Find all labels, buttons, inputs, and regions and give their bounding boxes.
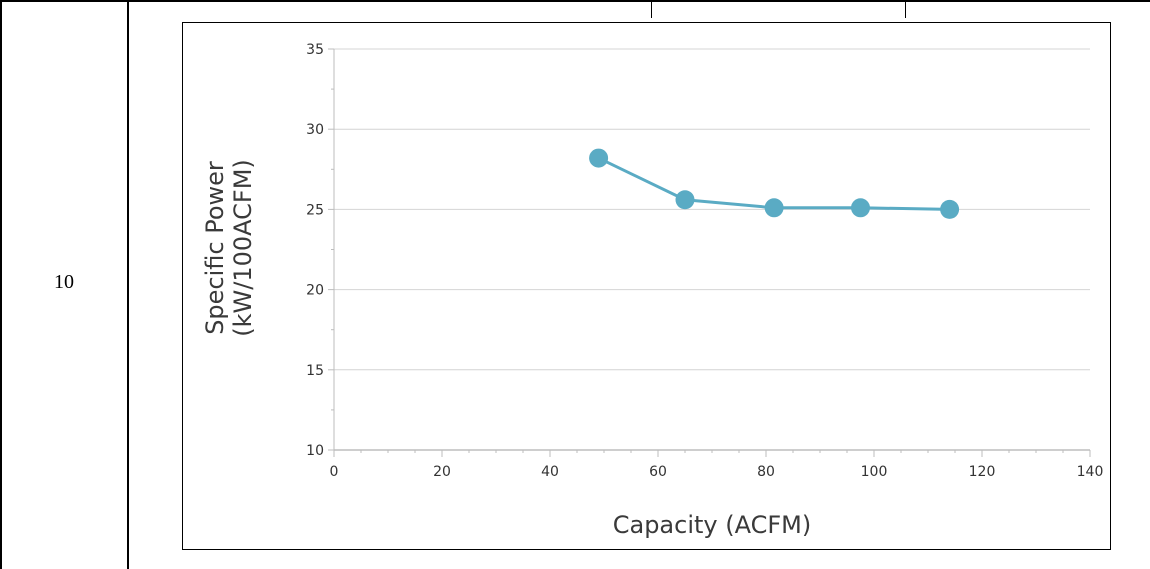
data-point: [589, 148, 609, 168]
x-tick-label: 120: [969, 464, 996, 480]
y-tick-label: 20: [306, 283, 324, 299]
grid-layer: [334, 48, 1090, 371]
axis-layer: 10 15 20 25 30 35 0 20 40 60 80 100 120 140: [306, 42, 1103, 480]
y-axis-title-line-1: Specific Power: [201, 161, 229, 335]
x-tick-label: 40: [541, 464, 559, 480]
x-tick-label: 100: [861, 464, 888, 480]
x-tick-label: 60: [649, 464, 667, 480]
table-border-left: [0, 0, 2, 569]
data-point: [675, 190, 695, 210]
x-axis-title: Capacity (ACFM): [613, 511, 812, 539]
chart-svg: 10 15 20 25 30 35 0 20 40 60 80 100 120 140 Specific …: [201, 42, 1103, 539]
data-point: [940, 199, 960, 219]
table-border-col-divider: [127, 0, 129, 569]
y-tick-label: 10: [306, 443, 324, 459]
y-tick-label: 15: [306, 363, 324, 379]
x-tick-label: 140: [1077, 464, 1104, 480]
y-axis-title-line-2: (kW/100ACFM): [229, 159, 257, 337]
series-layer: [589, 148, 960, 219]
x-tick-label: 20: [433, 464, 451, 480]
data-point: [851, 198, 870, 218]
chart-frame: 10 15 20 25 30 35 0 20 40 60 80 100 120 140 Specific …: [182, 22, 1111, 550]
table-border-top: [0, 0, 1150, 2]
table-row-label: 10: [54, 271, 74, 293]
y-tick-label: 25: [306, 202, 324, 218]
data-point: [764, 198, 784, 218]
table-border-top-divider-2: [905, 0, 906, 18]
y-tick-label: 35: [306, 42, 324, 58]
y-tick-label: 30: [306, 122, 324, 138]
x-tick-label: 80: [757, 464, 775, 480]
x-tick-label: 0: [330, 464, 339, 480]
table-border-top-divider-1: [651, 0, 652, 18]
